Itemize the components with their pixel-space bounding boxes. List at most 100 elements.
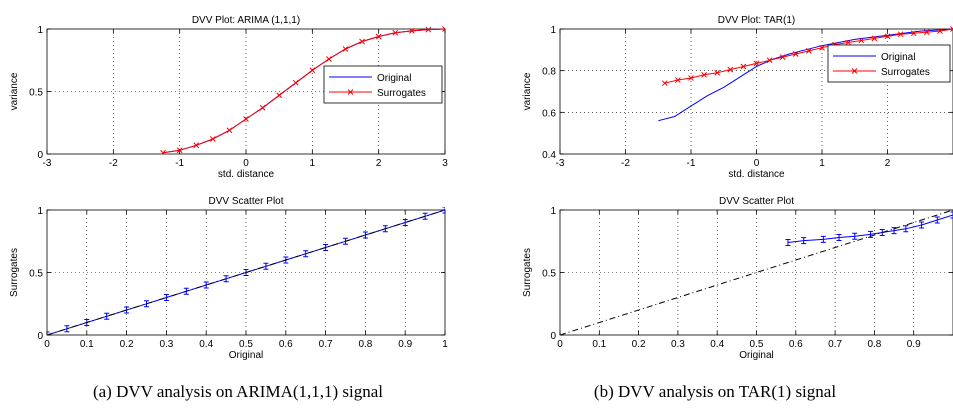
x-tick-label: 0.2	[120, 339, 134, 350]
errorbar-marker	[891, 227, 897, 235]
errorbar-marker	[323, 244, 329, 251]
x-tick-label: -3	[43, 158, 52, 169]
series-marker	[701, 71, 707, 78]
series-marker	[276, 92, 283, 99]
x-tick-label: 0.8	[358, 339, 372, 350]
errorbar-marker	[422, 212, 428, 220]
legend: Original Surrogates	[323, 65, 443, 104]
x-tick-label: 0.1	[592, 339, 606, 350]
series-marker	[176, 147, 183, 154]
chart-tar_dvv: -3 -2 -1 0 1 2 0.4 0.6 0.8 1 DVV Plot: TAR(1) std. …	[522, 15, 953, 180]
y-axis-label: Surrogates	[522, 248, 533, 297]
y-tick-label: 1	[550, 206, 556, 217]
series-marker	[819, 44, 825, 51]
chart-title: DVV Scatter Plot	[719, 196, 794, 207]
data-layer	[47, 207, 445, 335]
y-tick-label: 0	[37, 331, 43, 342]
errorbar-marker	[919, 221, 925, 229]
y-tick-label: 0	[550, 331, 556, 342]
x-tick-label: 0	[754, 158, 760, 169]
data-layer	[160, 26, 445, 154]
errorbar-marker	[64, 325, 70, 333]
series-marker	[425, 26, 432, 33]
series-marker	[160, 149, 166, 154]
y-axis-label: variance	[9, 72, 20, 110]
series-marker	[309, 67, 316, 74]
y-tick-label: 0.8	[542, 67, 556, 78]
x-tick-label: -1	[175, 158, 184, 169]
series-marker	[923, 29, 930, 35]
series-marker	[897, 31, 904, 38]
legend-label: Surrogates	[377, 88, 426, 99]
y-tick-label: 0.6	[542, 108, 556, 119]
series-marker	[359, 38, 365, 45]
x-tick-label: 0.5	[750, 339, 764, 350]
series-marker	[442, 26, 445, 32]
series-marker	[806, 48, 812, 54]
series-marker	[243, 116, 249, 122]
x-tick-label: 0.9	[398, 339, 412, 350]
errorbar-marker	[836, 234, 842, 241]
x-tick-label: 0.5	[239, 339, 253, 350]
x-axis-label: std. distance	[218, 169, 275, 180]
errorbar-marker	[104, 312, 110, 320]
x-tick-label: 0.8	[867, 339, 881, 350]
series-marker	[375, 33, 382, 40]
series-marker	[871, 35, 878, 42]
y-axis-label: Surrogates	[9, 248, 20, 297]
series-line	[47, 209, 445, 335]
errorbar-marker	[362, 231, 368, 239]
x-tick-label: 0.7	[319, 339, 333, 350]
chart-title: DVV Scatter Plot	[208, 196, 283, 207]
errorbar-marker	[203, 281, 209, 289]
series-marker	[937, 28, 943, 34]
series-marker	[661, 80, 668, 87]
x-tick-label: 0	[557, 339, 563, 350]
series-marker	[408, 28, 415, 34]
x-tick-label: 1	[442, 339, 448, 350]
x-tick-label: 2	[885, 158, 891, 169]
y-tick-label: 1	[37, 206, 43, 217]
y-tick-label: 1	[37, 25, 43, 36]
legend-label: Original	[377, 73, 411, 84]
y-tick-label: 0.4	[542, 150, 556, 161]
x-tick-label: 0.3	[159, 339, 173, 350]
errorbar-marker	[903, 225, 909, 233]
series-marker	[714, 69, 721, 76]
x-tick-label: 0.2	[632, 339, 646, 350]
series-marker	[193, 142, 200, 149]
x-tick-label: 3	[442, 158, 448, 169]
series-marker	[792, 51, 799, 57]
legend-box	[323, 65, 443, 104]
errorbar-marker	[820, 235, 826, 243]
x-tick-label: 0	[44, 339, 50, 350]
y-axis-label: variance	[522, 72, 533, 110]
y-tick-label: 0.5	[29, 88, 43, 99]
chart-arima_scatter: 0 0.1 0.2 0.3 0.4 0.5 0.6 0.7 0.8 0.9 1 0 0.5 1 DVV Sc…	[9, 196, 448, 361]
errorbar-marker	[263, 262, 269, 270]
series-marker	[292, 79, 299, 86]
series-line	[560, 209, 953, 335]
series-marker	[259, 104, 266, 111]
series-marker	[392, 29, 399, 36]
errorbar-marker	[852, 232, 858, 240]
errorbar-marker	[950, 211, 953, 219]
x-tick-label: 1	[310, 158, 316, 169]
caption-right: (b) DVV analysis on TAR(1) signal	[593, 382, 837, 401]
legend-marker	[851, 68, 858, 74]
y-tick-label: 0.5	[542, 269, 556, 280]
series-marker	[779, 54, 786, 60]
series-marker	[727, 66, 734, 73]
y-tick-label: 0.5	[29, 269, 43, 280]
legend: Original Surrogates	[827, 44, 951, 83]
series-marker	[226, 127, 233, 134]
x-tick-label: 0.3	[671, 339, 685, 350]
errorbar-marker	[303, 250, 309, 258]
series-marker	[858, 37, 865, 44]
series-marker	[910, 30, 917, 37]
errorbar-marker	[442, 207, 445, 214]
x-tick-label: 2	[376, 158, 382, 169]
x-axis-label: Original	[229, 350, 263, 361]
x-tick-label: 0.6	[279, 339, 293, 350]
x-tick-label: 0.4	[199, 339, 213, 350]
